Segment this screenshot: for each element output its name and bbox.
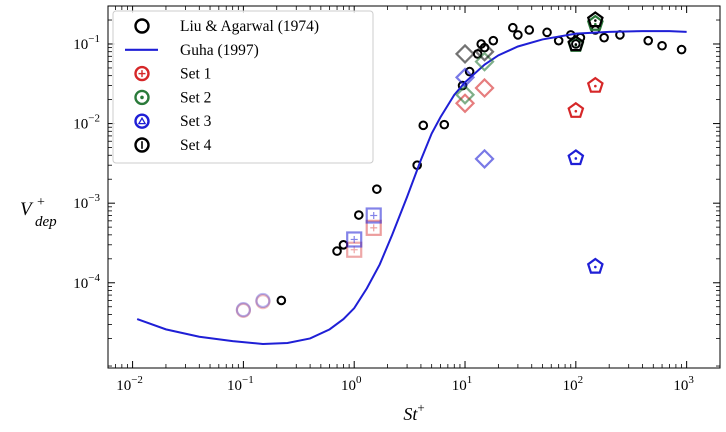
legend-label: Set 2 xyxy=(180,89,211,106)
x-tick-label: 102 xyxy=(563,374,584,394)
data-marker xyxy=(235,302,251,318)
legend-label: Guha (1997) xyxy=(180,42,259,59)
series-set-1 xyxy=(235,76,604,318)
series-set-4 xyxy=(454,11,604,64)
data-point xyxy=(513,30,523,40)
x-tick-label: 103 xyxy=(673,374,694,394)
data-point xyxy=(418,120,429,131)
data-point xyxy=(464,66,475,77)
legend-marker-symbol xyxy=(134,18,150,34)
svg-text:+: + xyxy=(37,195,45,210)
legend-marker-symbol xyxy=(134,89,150,106)
data-marker xyxy=(454,84,476,105)
data-marker xyxy=(586,257,604,274)
data-point xyxy=(332,246,342,256)
legend-item: Set 2 xyxy=(134,89,211,106)
data-point xyxy=(542,27,552,38)
legend-box xyxy=(112,10,374,164)
legend-item: Liu & Agarwal (1974) xyxy=(134,18,319,35)
data-point xyxy=(571,39,581,49)
legend-item: Set 1 xyxy=(134,65,211,83)
data-point xyxy=(276,295,287,306)
data-marker xyxy=(567,101,585,118)
data-point xyxy=(439,119,450,130)
data-marker xyxy=(235,302,251,318)
legend: Liu & Agarwal (1974) Guha (1997) Set 1 Set … xyxy=(112,10,374,164)
legend-label: Liu & Agarwal (1974) xyxy=(180,18,319,35)
data-point xyxy=(599,32,609,43)
data-marker xyxy=(454,67,476,88)
y-tick-label: 10−1 xyxy=(73,33,100,53)
data-point xyxy=(524,25,535,35)
data-marker xyxy=(255,294,271,310)
data-marker xyxy=(454,93,476,114)
y-tick-label: 10−2 xyxy=(73,113,100,133)
legend-label: Set 3 xyxy=(180,113,212,130)
y-tick-label: 10−4 xyxy=(73,272,100,292)
y-axis-label: V + dep xyxy=(20,195,57,230)
data-marker xyxy=(346,231,363,248)
data-marker xyxy=(474,148,495,169)
y-tick-label: 10−3 xyxy=(73,192,100,212)
svg-text:dep: dep xyxy=(35,214,57,230)
legend-label: Set 4 xyxy=(180,137,212,154)
legend-marker-symbol xyxy=(134,65,150,82)
data-marker xyxy=(255,292,271,309)
data-series xyxy=(136,11,687,346)
data-marker xyxy=(586,76,604,93)
x-axis-label: St+ xyxy=(403,400,424,424)
guha-curve xyxy=(136,30,687,346)
data-point xyxy=(657,40,667,51)
data-marker xyxy=(365,219,382,236)
data-marker xyxy=(474,77,495,99)
legend-item: Guha (1997) xyxy=(125,42,259,59)
data-marker xyxy=(567,149,585,166)
data-marker xyxy=(454,43,476,64)
legend-item: Set 3 xyxy=(134,113,212,130)
data-marker xyxy=(586,11,604,28)
series-guha-1997- xyxy=(136,30,687,346)
legend-marker-symbol xyxy=(134,137,150,153)
legend-item: Set 4 xyxy=(134,137,212,154)
data-marker xyxy=(365,207,382,224)
data-point xyxy=(488,35,499,46)
series-set-3 xyxy=(235,67,604,318)
x-tick-label: 101 xyxy=(452,374,473,394)
axis-labels: St+ V + dep xyxy=(20,195,425,424)
data-marker xyxy=(474,41,495,62)
x-tick-label: 10−1 xyxy=(227,374,254,394)
data-point xyxy=(372,184,382,194)
data-marker xyxy=(567,35,585,52)
x-tick-label: 10−2 xyxy=(116,374,143,394)
axis-ticks: 10−2 10−1 100 101 102 103 10−4 10−3 10−2 10−1 xyxy=(73,6,720,394)
svg-text:V: V xyxy=(20,199,34,220)
data-marker xyxy=(474,51,495,72)
legend-label: Set 1 xyxy=(180,66,211,83)
data-point xyxy=(643,35,654,46)
data-point xyxy=(353,210,364,220)
legend-marker-symbol xyxy=(134,113,150,129)
x-tick-label: 100 xyxy=(341,374,362,394)
data-point xyxy=(676,44,687,55)
data-point xyxy=(508,22,518,33)
